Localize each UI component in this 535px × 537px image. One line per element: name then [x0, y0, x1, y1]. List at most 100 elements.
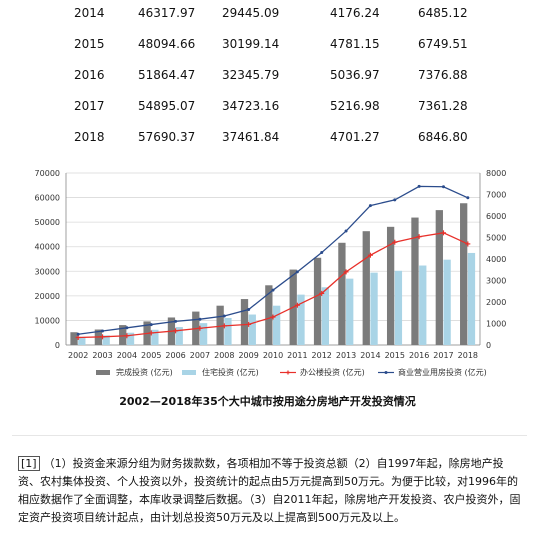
residential-investment-bar: [248, 314, 256, 345]
right-axis-tick-label: 4000: [486, 255, 506, 264]
x-axis-tick-label: 2016: [409, 351, 429, 360]
residential-investment-bar: [175, 327, 183, 345]
table-cell: 4176.24: [330, 6, 380, 20]
x-axis-tick-label: 2012: [312, 351, 332, 360]
table-cell: 32345.79: [222, 68, 280, 82]
legend-label: 完成投资 (亿元): [116, 367, 173, 377]
residential-investment-bar: [151, 329, 159, 345]
table-cell: 51864.47: [138, 68, 196, 82]
completed-investment-bar: [240, 299, 249, 345]
table-cell: 2016: [74, 68, 105, 82]
table-cell: 46317.97: [138, 6, 196, 20]
completed-investment-bar: [338, 242, 346, 345]
commercial-investment-point: [198, 317, 202, 321]
completed-investment-bar: [119, 325, 127, 345]
commercial-investment-point: [125, 326, 129, 330]
x-axis-tick-label: 2007: [190, 351, 210, 360]
investment-chart: 0 10000 20000 30000 40000 50000 60000 70000 0 100…: [35, 169, 507, 377]
table-cell: 30199.14: [222, 37, 280, 51]
residential-investment-bar: [370, 272, 378, 345]
commercial-investment-point: [320, 251, 324, 255]
residential-investment-bar: [443, 259, 451, 345]
table-row: 2016 51864.47 32345.79 5036.97 7376.88: [0, 68, 535, 86]
table-cell: 7361.28: [418, 99, 468, 113]
x-axis-tick-label: 2004: [117, 351, 137, 360]
table-cell: 4701.27: [330, 130, 380, 144]
commercial-investment-point: [393, 198, 397, 202]
commercial-investment-point: [368, 204, 372, 208]
table-row: 2014 46317.97 29445.09 4176.24 6485.12: [0, 6, 535, 24]
table-cell: 2017: [74, 99, 105, 113]
right-axis-tick-label: 7000: [486, 191, 506, 200]
footnote-marker[interactable]: [1]: [18, 456, 40, 471]
x-axis-tick-label: 2002: [68, 351, 88, 360]
residential-investment-bar: [273, 305, 281, 345]
completed-investment-bar: [216, 305, 224, 345]
left-axis-tick-label: 30000: [35, 267, 60, 276]
residential-investment-bar: [346, 278, 354, 345]
table-cell: 5216.98: [330, 99, 380, 113]
commercial-investment-point: [271, 288, 275, 292]
x-axis-tick-label: 2010: [263, 351, 283, 360]
residential-investment-bar: [102, 335, 110, 345]
table-cell: 48094.66: [138, 37, 196, 51]
x-axis-tick-label: 2018: [458, 351, 478, 360]
completed-investment-bar: [460, 203, 468, 345]
completed-investment-bar: [386, 226, 395, 345]
footnote-text: （1）投资金来源分组为财务拨款数，各项相加不等于投资总额（2）自1997年起，除…: [18, 457, 521, 524]
table-cell: 7376.88: [418, 68, 468, 82]
x-axis-tick-label: 2013: [336, 351, 356, 360]
completed-investment-bar: [362, 231, 370, 345]
legend-swatch: [182, 370, 196, 375]
residential-investment-bar: [394, 270, 403, 345]
commercial-investment-point: [344, 229, 348, 233]
right-axis-tick-label: 3000: [486, 277, 506, 286]
commercial-investment-point: [466, 196, 470, 200]
completed-investment-bar: [435, 210, 443, 345]
legend-label: 办公楼投资 (亿元): [300, 367, 365, 377]
completed-investment-bar: [411, 217, 419, 345]
x-axis-tick-label: 2014: [360, 351, 380, 360]
table-cell: 6846.80: [418, 130, 468, 144]
legend-marker: [384, 371, 388, 374]
table-cell: 29445.09: [222, 6, 280, 20]
right-axis-tick-label: 2000: [486, 298, 506, 307]
residential-investment-bar: [199, 323, 208, 345]
left-axis-tick-label: 40000: [35, 243, 60, 252]
x-axis-tick-label: 2006: [165, 351, 185, 360]
table-cell: 6749.51: [418, 37, 468, 51]
completed-investment-bar: [265, 285, 273, 345]
completed-investment-bar: [70, 332, 78, 345]
residential-investment-bar: [419, 265, 427, 345]
commercial-investment-point: [222, 314, 226, 318]
right-axis-tick-label: 6000: [486, 212, 506, 221]
table-row: 2018 57690.37 37461.84 4701.27 6846.80: [0, 130, 535, 148]
residential-investment-bar: [321, 287, 329, 345]
table-cell: 6485.12: [418, 6, 468, 20]
commercial-investment-point: [101, 329, 105, 333]
table-cell: 34723.16: [222, 99, 280, 113]
x-axis-tick-label: 2017: [433, 351, 453, 360]
left-axis-tick-label: 60000: [35, 194, 60, 203]
commercial-investment-point: [247, 308, 251, 312]
table-row: 2015 48094.66 30199.14 4781.15 6749.51: [0, 37, 535, 55]
residential-investment-bar: [126, 332, 135, 345]
left-axis-tick-label: 0: [55, 341, 60, 350]
table-cell: 4781.15: [330, 37, 380, 51]
left-axis-tick-label: 50000: [35, 218, 60, 227]
left-axis-tick-label: 10000: [35, 316, 60, 325]
right-axis-tick-label: 8000: [486, 169, 506, 178]
table-cell: 2018: [74, 130, 105, 144]
commercial-investment-point: [174, 319, 178, 323]
footnote: [1] （1）投资金来源分组为财务拨款数，各项相加不等于投资总额（2）自1997年…: [18, 455, 523, 527]
table-cell: 37461.84: [222, 130, 280, 144]
commercial-investment-point: [149, 323, 153, 327]
table-cell: 57690.37: [138, 130, 196, 144]
chart-caption: 2002—2018年35个大中城市按用途分房地产开发投资情况: [119, 395, 416, 408]
commercial-investment-point: [295, 270, 299, 274]
x-axis-tick-label: 2005: [141, 351, 161, 360]
legend-label: 住宅投资 (亿元): [202, 367, 259, 377]
x-axis-tick-label: 2003: [92, 351, 112, 360]
commercial-investment-point: [76, 332, 80, 336]
